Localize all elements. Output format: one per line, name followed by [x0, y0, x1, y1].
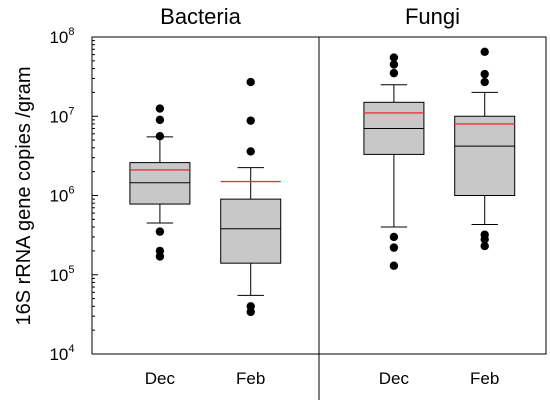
panel-title: Bacteria: [160, 4, 241, 29]
box: [220, 198, 282, 264]
y-tick-label: 107: [49, 105, 74, 126]
panel-title: Fungi: [405, 4, 460, 29]
outlier-point: [480, 69, 489, 79]
outlier-point: [389, 60, 399, 69]
outlier-point: [480, 77, 489, 87]
y-tick-label: 104: [49, 343, 74, 364]
box: [129, 162, 191, 205]
box: [454, 115, 516, 196]
outlier-point: [480, 241, 489, 251]
outlier-point: [246, 116, 255, 125]
x-tick-label: Feb: [470, 369, 499, 388]
x-tick-label: Dec: [379, 369, 410, 388]
outlier-point: [155, 132, 165, 141]
outlier-point: [389, 243, 399, 252]
x-tick-label: Feb: [236, 369, 265, 388]
outlier-point: [389, 232, 399, 242]
x-tick-label: Dec: [145, 369, 176, 388]
plot-panels: 104 105 106 107 108 Bacteria Dec Feb Fungi Dec Feb: [49, 4, 547, 400]
outlier-point: [155, 115, 165, 125]
y-axis-label: 16S rRNA gene copies /gram: [13, 66, 35, 325]
outlier-point: [389, 53, 399, 62]
outlier-point: [389, 68, 399, 78]
outlier-point: [155, 252, 165, 261]
outlier-point: [246, 307, 255, 317]
outlier-point: [246, 77, 255, 87]
y-axis-label-group: 16S rRNA gene copies /gram: [13, 66, 35, 325]
y-tick-label: 105: [49, 264, 74, 285]
y-tick-label: 106: [49, 185, 74, 206]
outlier-point: [155, 227, 165, 236]
y-tick-label: 108: [49, 26, 74, 47]
outlier-point: [246, 147, 255, 156]
outlier-point: [480, 47, 489, 57]
outlier-point: [155, 104, 165, 113]
outlier-point: [389, 261, 399, 270]
outlier-point: [480, 235, 489, 244]
